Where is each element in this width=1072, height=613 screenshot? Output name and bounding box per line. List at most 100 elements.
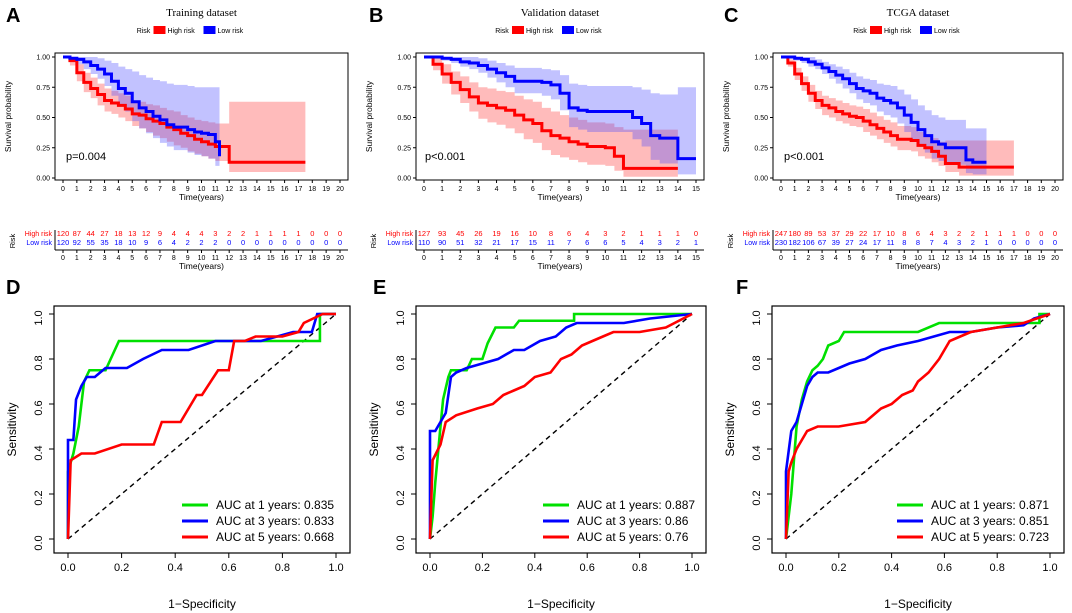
risk-count: 120 <box>57 229 70 238</box>
x-tick-label: 0.2 <box>475 562 490 574</box>
x-tick-label: 0 <box>61 186 65 193</box>
legend-swatch-high <box>870 26 882 34</box>
reference-diagonal <box>67 313 337 540</box>
risk-x-tick-label: 3 <box>103 255 107 262</box>
x-tick-label: 1.0 <box>684 562 699 574</box>
x-tick-label: 0.6 <box>221 562 236 574</box>
x-tick-label: 5 <box>513 186 517 193</box>
risk-x-tick-label: 20 <box>1051 255 1059 262</box>
risk-row-label: High risk <box>743 231 771 238</box>
x-tick-label: 0.0 <box>778 562 793 574</box>
x-tick-label: 4 <box>116 186 120 193</box>
x-tick-label: 8 <box>567 186 571 193</box>
survival-curve-low-risk <box>424 55 696 161</box>
x-tick-label: 11 <box>928 186 935 193</box>
risk-x-tick-label: 10 <box>601 255 609 262</box>
risk-x-tick-label: 8 <box>567 255 571 262</box>
x-tick-label: 0 <box>422 186 426 193</box>
risk-count: 29 <box>845 229 853 238</box>
risk-count: 0 <box>1012 238 1016 247</box>
risk-x-tick-label: 5 <box>130 255 134 262</box>
x-tick-label: 3 <box>103 186 107 193</box>
x-tick-label: 0.2 <box>114 562 129 574</box>
ci-band-low-risk <box>424 57 696 175</box>
legend: AUC at 1 years: 0.887 AUC at 3 years: 0.8… <box>543 498 695 544</box>
risk-x-tick-label: 12 <box>638 255 646 262</box>
legend-label: AUC at 1 years: 0.835 <box>216 498 334 512</box>
x-tick-label: 9 <box>186 186 190 193</box>
risk-x-tick-label: 5 <box>513 255 517 262</box>
risk-count: 2 <box>676 238 680 247</box>
legend-title: Risk <box>853 28 867 35</box>
y-tick-label: 1.0 <box>751 310 763 325</box>
risk-x-tick-label: 13 <box>239 255 247 262</box>
risk-count: 89 <box>804 229 812 238</box>
legend-title: Risk <box>495 28 509 35</box>
x-tick-label: 0.4 <box>884 562 899 574</box>
risk-count: 32 <box>474 238 482 247</box>
risk-x-tick-label: 11 <box>620 255 627 262</box>
y-tick-label: 0.2 <box>751 490 763 505</box>
risk-x-tick-label: 6 <box>861 255 865 262</box>
risk-count: 0 <box>1053 229 1057 238</box>
risk-count: 106 <box>802 238 815 247</box>
risk-count: 120 <box>57 238 70 247</box>
y-tick-label: 0.6 <box>33 400 45 415</box>
legend-label-low: Low risk <box>934 28 960 35</box>
x-tick-label: 10 <box>198 186 206 193</box>
risk-count: 1 <box>658 229 662 238</box>
risk-x-tick-label: 19 <box>1037 255 1045 262</box>
x-tick-label: 14 <box>674 186 682 193</box>
risk-x-tick-label: 0 <box>422 255 426 262</box>
risk-count: 0 <box>1039 238 1043 247</box>
x-tick-label: 1 <box>793 186 797 193</box>
risk-count: 2 <box>213 238 217 247</box>
y-tick-label: 1.00 <box>754 55 768 62</box>
risk-x-tick-label: 11 <box>212 255 219 262</box>
panel-letter: B <box>369 5 383 27</box>
x-tick-label: 19 <box>1037 186 1045 193</box>
y-tick-label: 0.8 <box>395 355 407 370</box>
x-tick-label: 16 <box>281 186 289 193</box>
risk-count: 7 <box>930 238 934 247</box>
legend-title: Risk <box>137 28 151 35</box>
risk-x-tick-label: 14 <box>253 255 261 262</box>
y-tick-label: 0.25 <box>36 145 50 152</box>
ci-band-high-risk <box>781 57 1014 176</box>
risk-x-tick-label: 7 <box>549 255 553 262</box>
x-tick-label: 7 <box>158 186 162 193</box>
x-tick-label: 20 <box>336 186 344 193</box>
x-tick-label: 0.8 <box>275 562 290 574</box>
risk-count: 24 <box>859 238 867 247</box>
risk-x-tick-label: 16 <box>281 255 289 262</box>
risk-count: 4 <box>640 238 644 247</box>
risk-count: 4 <box>172 238 176 247</box>
roc-curve-3yr <box>428 312 693 539</box>
risk-x-axis-label: Time(years) <box>179 261 224 271</box>
roc-panel-F: F 0.0 0.2 0.4 0.6 0.8 1.0 0.0 0.2 0.4 0.6 0.8 1.0 1−S… <box>723 277 1065 611</box>
x-tick-label: 13 <box>656 186 664 193</box>
risk-count: 90 <box>438 238 446 247</box>
risk-x-tick-label: 17 <box>1010 255 1018 262</box>
x-tick-label: 10 <box>601 186 609 193</box>
risk-count: 6 <box>567 229 571 238</box>
legend-swatch-low <box>920 26 932 34</box>
risk-count: 6 <box>603 238 607 247</box>
risk-count: 0 <box>324 229 328 238</box>
y-axis-label: Sensitivity <box>723 402 737 456</box>
risk-count: 0 <box>227 238 231 247</box>
x-tick-label: 0.2 <box>831 562 846 574</box>
ci-band-low-risk <box>781 57 987 175</box>
risk-count: 3 <box>603 229 607 238</box>
roc-curve-3yr <box>66 312 336 539</box>
risk-count: 19 <box>492 229 500 238</box>
risk-count: 2 <box>621 229 625 238</box>
y-tick-label: 0.75 <box>754 85 768 92</box>
risk-count: 0 <box>296 238 300 247</box>
y-tick-label: 0.25 <box>754 145 768 152</box>
y-tick-label: 0.2 <box>33 490 45 505</box>
x-tick-label: 2 <box>458 186 462 193</box>
risk-count: 0 <box>324 238 328 247</box>
risk-count: 4 <box>186 229 190 238</box>
